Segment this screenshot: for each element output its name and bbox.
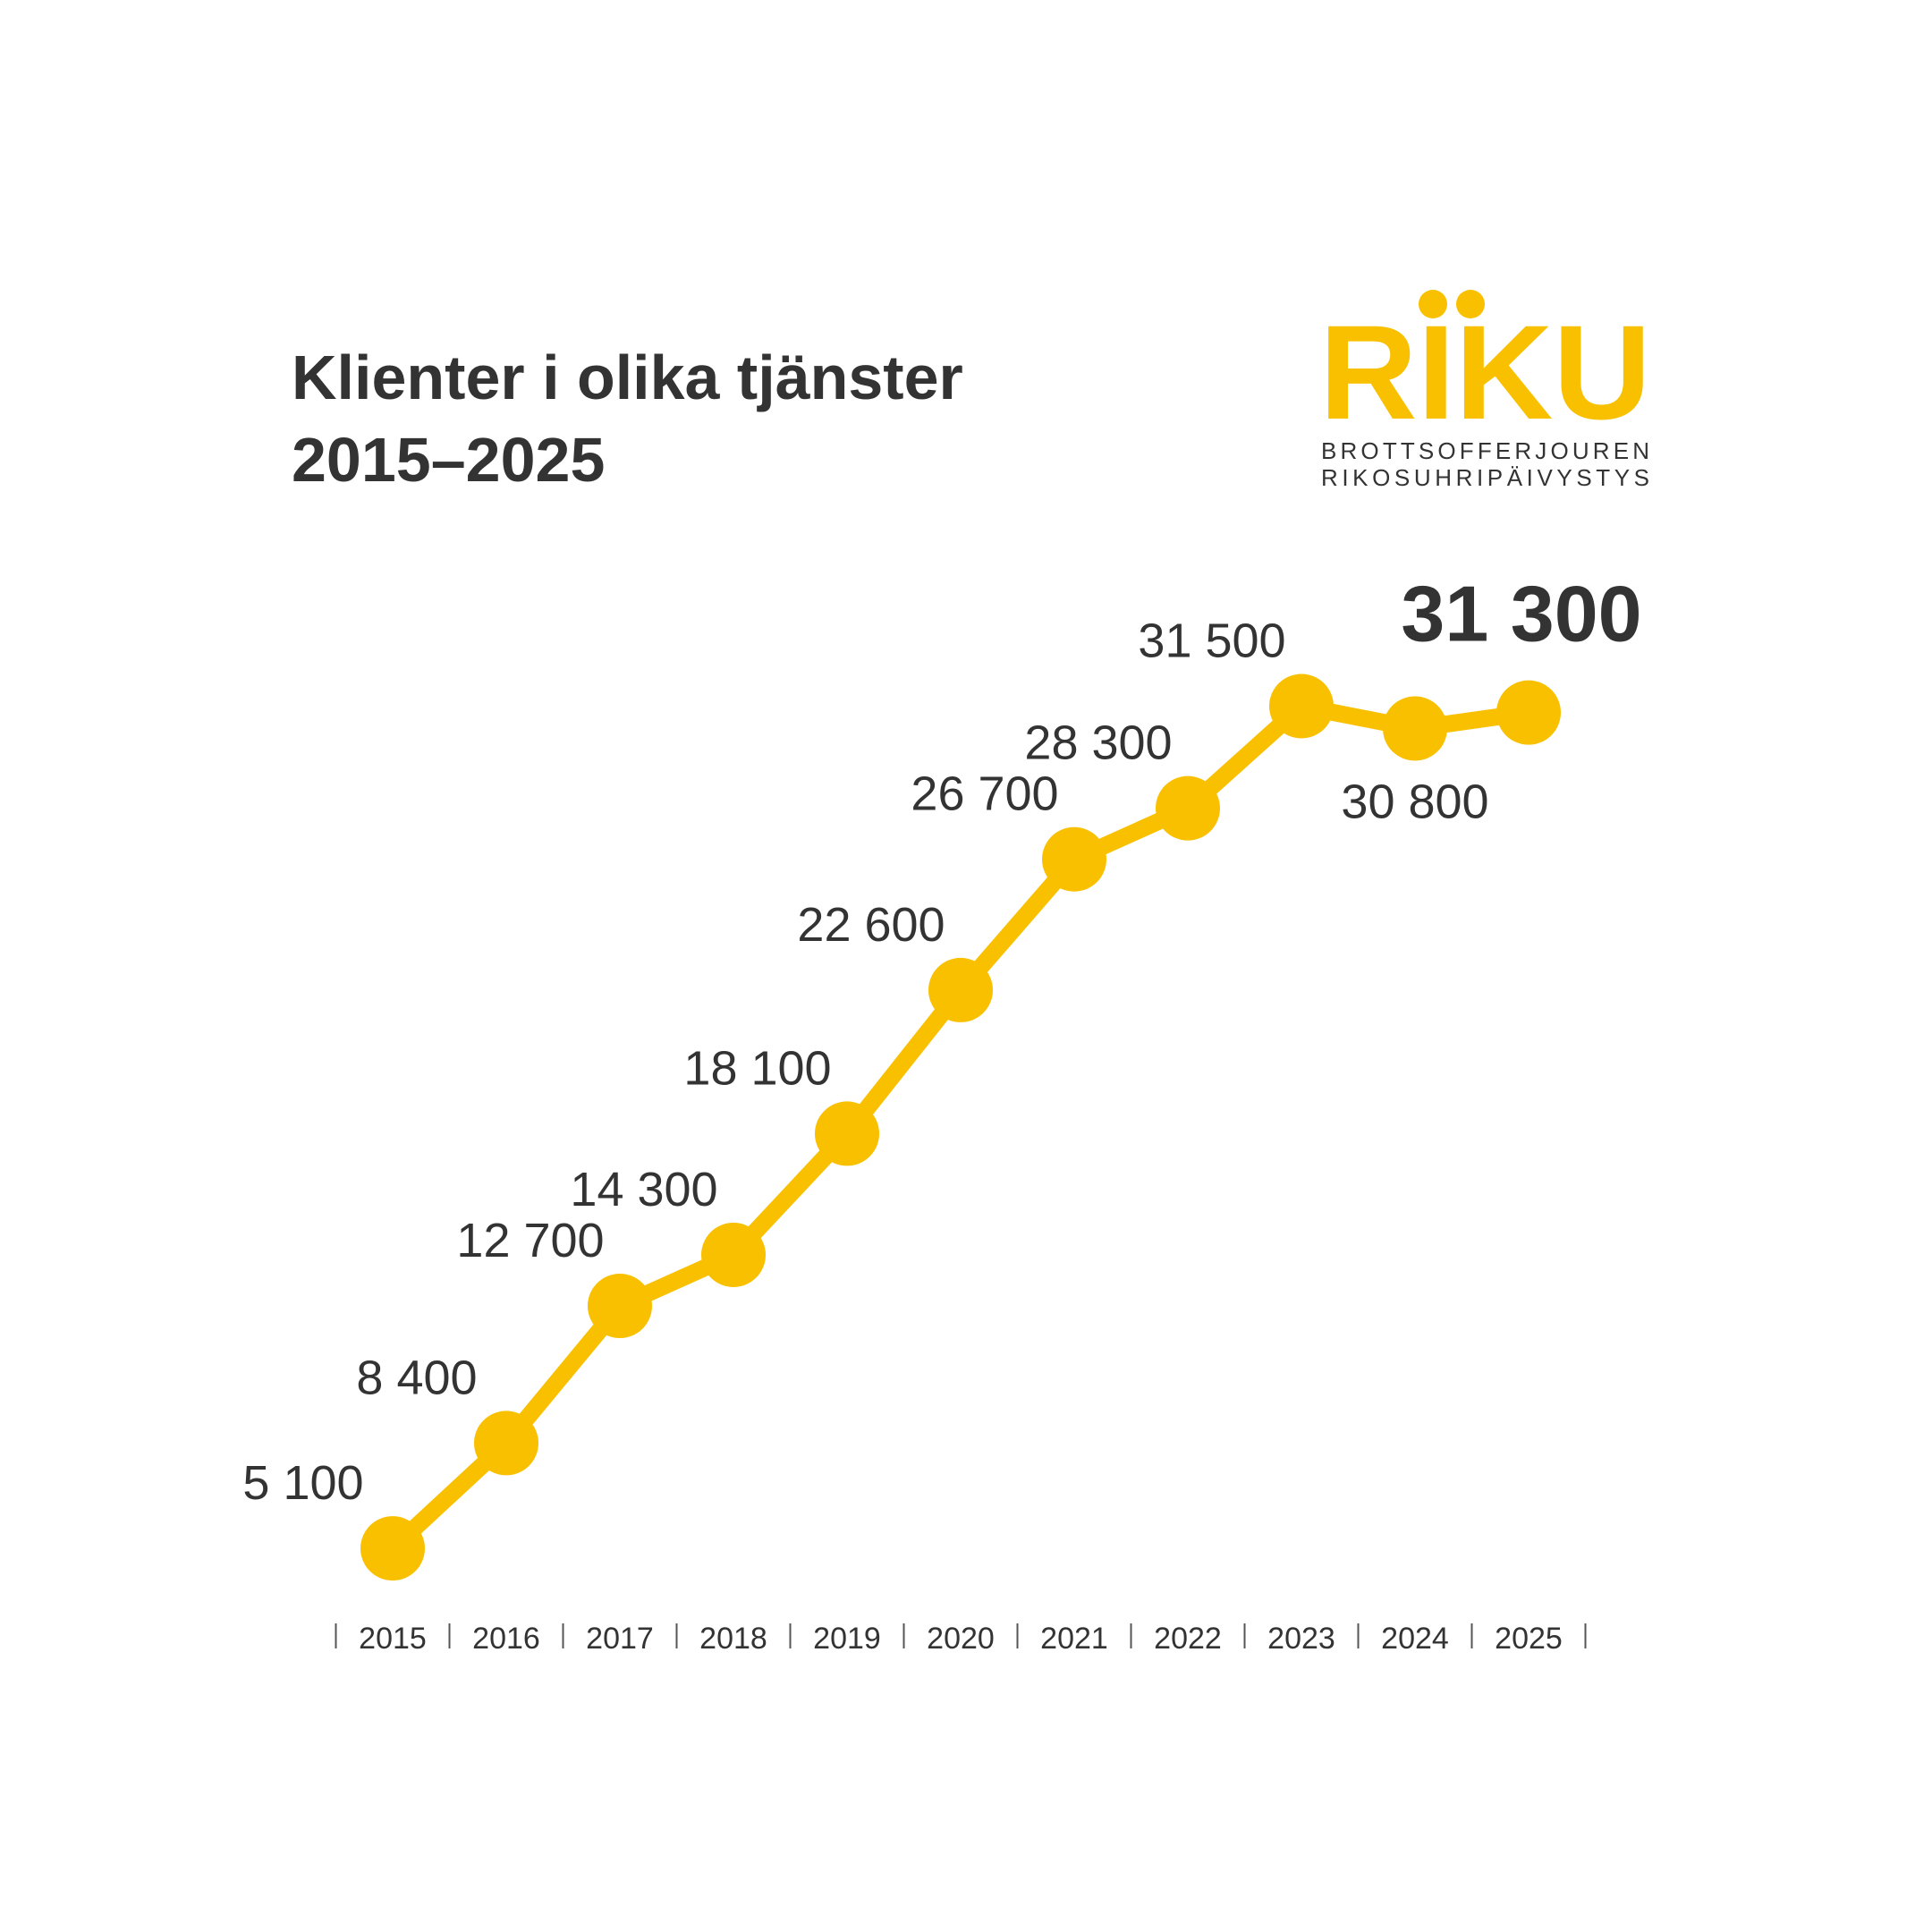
x-tick-label: 2016: [472, 1622, 540, 1656]
point: [815, 1101, 879, 1166]
value-label: 14 300: [570, 1163, 717, 1216]
value-label: 31 300: [1401, 570, 1641, 658]
x-tick-label: 2018: [699, 1622, 767, 1656]
x-tick-label: 2025: [1495, 1622, 1563, 1656]
value-label: 8 400: [356, 1351, 477, 1404]
value-label: 12 700: [456, 1214, 604, 1267]
value-label: 22 600: [797, 898, 945, 952]
x-tick-label: 2024: [1381, 1622, 1449, 1656]
point: [1156, 775, 1220, 841]
point: [588, 1274, 652, 1339]
point: [928, 957, 993, 1022]
value-label: 31 500: [1138, 614, 1285, 668]
point: [1269, 674, 1334, 739]
logo-dot: [1419, 290, 1447, 318]
point: [1496, 680, 1561, 745]
point: [701, 1222, 766, 1287]
point: [474, 1411, 538, 1476]
value-label: 5 100: [242, 1456, 363, 1510]
logo-line: BROTTSOFFERJOUREN: [1321, 437, 1649, 464]
x-tick-label: 2021: [1040, 1622, 1108, 1656]
x-tick-label: 2022: [1154, 1622, 1222, 1656]
logo-name: RIKU: [1319, 297, 1651, 447]
point: [1042, 826, 1106, 892]
logo: RIKU BROTTSOFFERJOUREN RIKOSUHRIPÄIVYSTY…: [1319, 290, 1651, 491]
chart-title: Klienter i olika tjänster: [292, 343, 963, 412]
x-tick-label: 2017: [586, 1622, 654, 1656]
x-tick-label: 2015: [359, 1622, 427, 1656]
value-label: 28 300: [1024, 716, 1172, 770]
x-tick-label: 2019: [813, 1622, 881, 1656]
x-tick-label: 2023: [1267, 1622, 1335, 1656]
value-label: 26 700: [911, 767, 1058, 821]
value-label: 18 100: [683, 1041, 831, 1095]
x-tick-label: 2020: [927, 1622, 995, 1656]
logo-dot: [1456, 290, 1485, 318]
chart-title: 2015–2025: [292, 425, 605, 495]
value-label: 30 800: [1341, 775, 1488, 828]
point: [360, 1516, 425, 1581]
point: [1383, 696, 1447, 761]
